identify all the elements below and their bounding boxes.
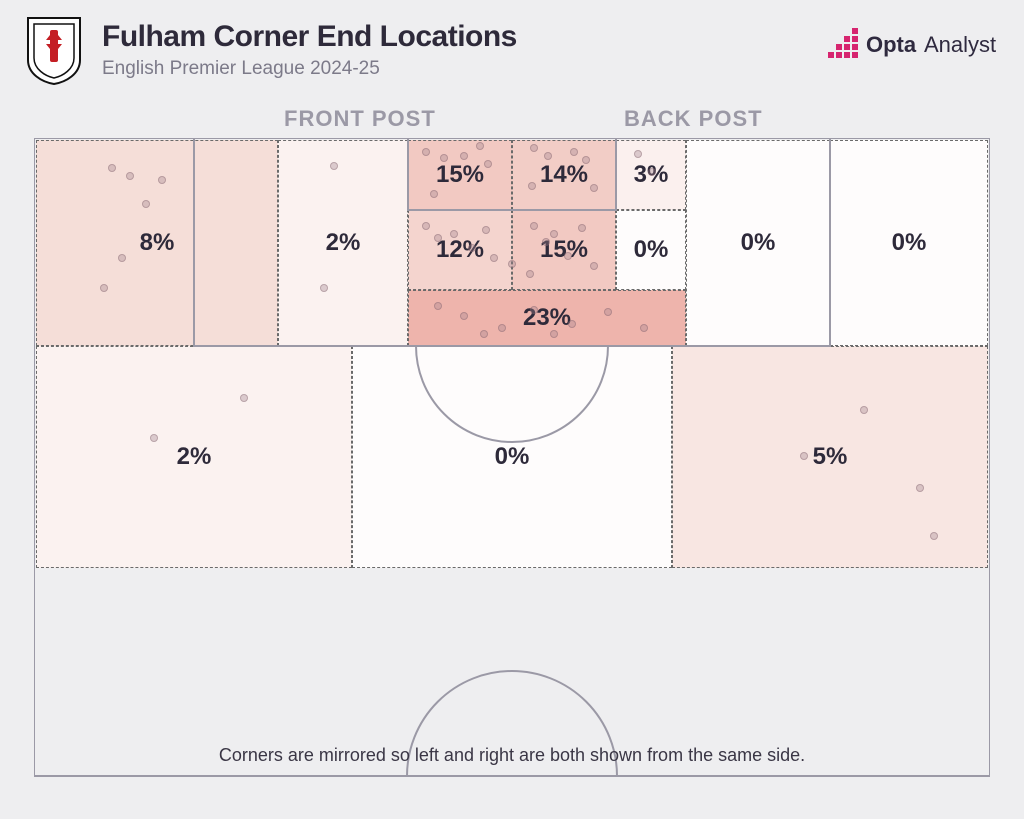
club-badge-icon: [26, 16, 82, 86]
pitch-lines: [34, 138, 990, 788]
title-block: Fulham Corner End Locations English Prem…: [102, 20, 517, 80]
svg-text:Opta: Opta: [866, 32, 917, 57]
page-subtitle: English Premier League 2024-25: [102, 58, 517, 80]
pitch-area: FRONT POST BACK POST 8%2%15%14%3%12%15%0…: [34, 138, 990, 788]
caption: Corners are mirrored so left and right a…: [34, 745, 990, 766]
opta-analyst-logo-icon: Opta Analyst: [828, 28, 998, 70]
back-post-label: BACK POST: [624, 106, 763, 132]
svg-text:Analyst: Analyst: [924, 32, 996, 57]
header: Fulham Corner End Locations English Prem…: [16, 14, 1008, 90]
front-post-label: FRONT POST: [284, 106, 436, 132]
page-title: Fulham Corner End Locations: [102, 20, 517, 54]
